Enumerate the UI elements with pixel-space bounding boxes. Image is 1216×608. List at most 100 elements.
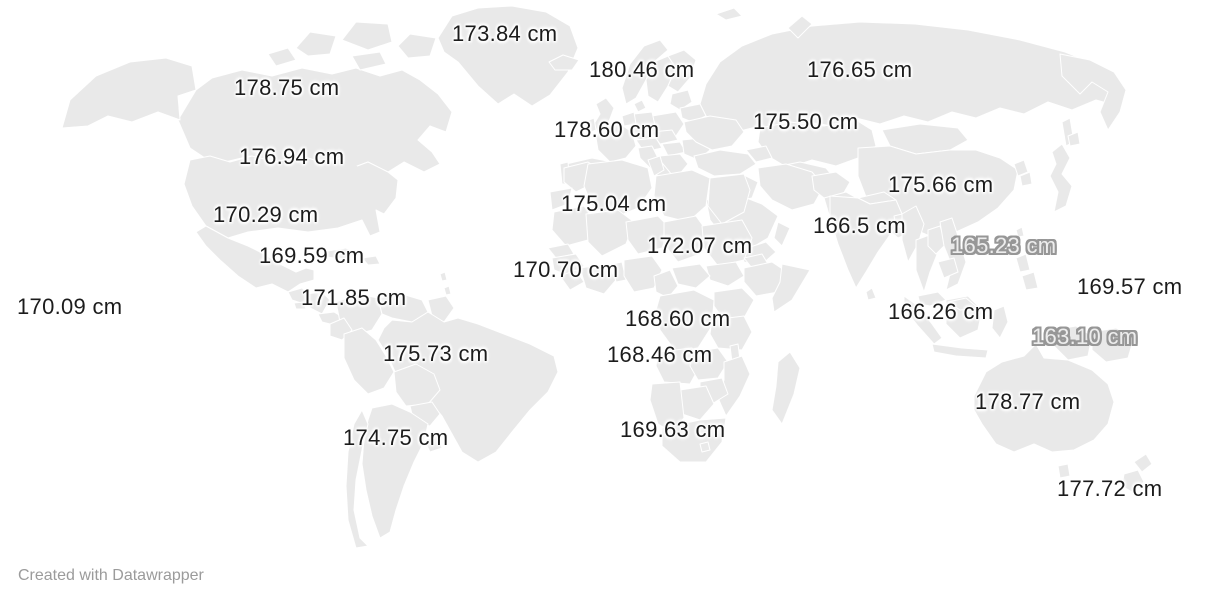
region-libya[interactable] [653,169,711,223]
region-java[interactable] [931,343,989,359]
region-new-zealand-north[interactable] [1133,453,1153,473]
region-japan[interactable] [1049,143,1073,213]
region-drc[interactable] [655,289,715,353]
country-label: 175.73 cm [383,341,489,366]
region-arctic-island[interactable] [397,33,437,59]
region-bolivia[interactable] [393,363,441,407]
region-cameroon[interactable] [653,269,679,299]
region-nigeria[interactable] [623,255,663,293]
region-vietnam[interactable] [939,217,967,291]
region-algeria[interactable] [583,159,653,219]
region-central-african-republic[interactable] [671,263,711,289]
region-russia-far-east[interactable] [1059,53,1127,131]
country-label: 175.50 cm [753,109,859,134]
region-mali[interactable] [585,209,635,257]
region-oman[interactable] [773,221,791,247]
region-ukraine[interactable] [683,115,745,151]
region-sudan[interactable] [701,219,753,267]
region-philippines[interactable] [1021,271,1039,291]
region-svalbard[interactable] [715,7,743,21]
region-egypt[interactable] [707,173,751,225]
country-label: 175.66 cm [888,172,994,197]
region-arctic-island[interactable] [341,21,393,51]
region-ireland[interactable] [583,117,597,135]
region-peru[interactable] [343,327,395,395]
country-label: 175.04 cm [561,191,667,216]
region-usa[interactable] [183,155,399,239]
country-label: 178.77 cm [975,389,1081,414]
country-label: 177.72 cm [1057,476,1163,501]
country-label: 169.63 cm [620,417,726,442]
region-philippines[interactable] [1015,253,1031,273]
region-honduras-nicaragua[interactable] [305,291,331,315]
region-norway[interactable] [621,39,669,105]
country-label: 166.5 cm [813,213,906,238]
region-south-sudan[interactable] [705,261,745,287]
region-chad[interactable] [663,215,707,263]
region-iran[interactable] [757,163,825,211]
hudson-bay [348,92,392,136]
region-taiwan[interactable] [1015,226,1025,238]
region-ivory-coast-ghana[interactable] [579,263,617,295]
region-south-korea[interactable] [1019,171,1033,187]
region-south-africa[interactable] [661,417,727,463]
country-label: 168.60 cm [625,306,731,331]
region-sumatra[interactable] [903,295,943,345]
datawrapper-credit-link[interactable]: Created with Datawrapper [18,567,204,584]
region-tasmania[interactable] [1057,463,1071,479]
country-label: 169.59 cm [259,243,365,268]
region-india[interactable] [829,195,903,289]
country-label: 168.46 cm [607,342,713,367]
region-western-sahara[interactable] [549,187,573,211]
region-benelux[interactable] [621,111,637,127]
region-arctic-island[interactable] [295,31,337,57]
region-north-korea[interactable] [1013,159,1029,177]
region-hokkaido[interactable] [1067,131,1081,147]
region-cuba[interactable] [321,247,359,260]
region-cambodia[interactable] [937,257,959,279]
region-malaysia[interactable] [917,291,947,307]
region-uruguay[interactable] [423,435,443,453]
region-angola[interactable] [655,347,701,385]
region-argentina[interactable] [361,403,429,539]
region-denmark[interactable] [633,99,647,113]
region-chile[interactable] [345,409,369,549]
country-label: 173.84 cm [452,21,558,46]
region-hispaniola[interactable] [361,255,381,266]
region-madagascar[interactable] [771,351,801,425]
region-arctic-island[interactable] [351,51,387,71]
region-baltics[interactable] [669,89,693,111]
country-label: 176.94 cm [239,144,345,169]
region-novaya-zemlya[interactable] [787,15,813,39]
region-iceland[interactable] [548,54,580,71]
country-label: 169.57 cm [1077,274,1183,299]
great-lakes [330,160,360,174]
region-mexico[interactable] [195,225,315,293]
country-label: 180.46 cm [589,57,695,82]
region-czech-slovakia[interactable] [651,129,679,145]
region-sri-lanka[interactable] [865,287,877,301]
region-greenland[interactable] [437,5,579,107]
region-niger[interactable] [625,215,671,255]
region-new-zealand-south[interactable] [1121,469,1145,493]
region-lesotho[interactable] [699,441,711,453]
region-finland[interactable] [667,49,697,93]
region-tanzania[interactable] [709,315,753,351]
region-somalia[interactable] [771,263,811,313]
region-france[interactable] [595,123,637,163]
region-tunisia[interactable] [647,155,665,177]
region-philippines[interactable] [1007,237,1021,257]
region-arctic-island[interactable] [267,47,297,67]
region-sulawesi[interactable] [991,305,1009,339]
region-malaysia-borneo[interactable] [947,297,979,311]
region-west-papua[interactable] [1051,325,1093,361]
region-turkey[interactable] [693,149,757,177]
region-lesser-antilles[interactable] [443,285,452,296]
region-caucasus[interactable] [745,145,773,163]
region-el-salvador[interactable] [293,301,307,310]
region-australia[interactable] [973,343,1115,453]
region-zambia[interactable] [689,347,729,381]
region-alaska[interactable] [61,57,197,129]
region-papua-new-guinea[interactable] [1091,327,1135,363]
region-lesser-antilles[interactable] [439,271,448,282]
